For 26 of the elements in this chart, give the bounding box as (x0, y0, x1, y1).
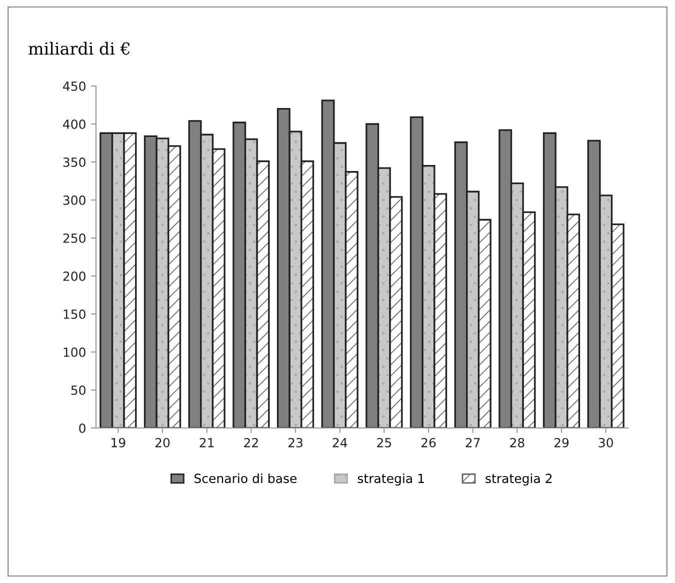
y-tick-label: 250 (63, 233, 86, 243)
x-tick-label: 23 (288, 438, 302, 448)
y-tick-label: 50 (71, 385, 86, 395)
y-tick-label: 200 (63, 271, 86, 281)
x-tick-label: 26 (421, 438, 436, 448)
y-tick-label: 350 (63, 157, 86, 167)
x-tick-label: 28 (510, 438, 524, 448)
y-tick-label: 300 (63, 195, 86, 205)
x-tick-label: 29 (554, 438, 569, 448)
y-axis-title: miliardi di € (28, 42, 130, 55)
y-tick-label: 0 (79, 423, 86, 433)
x-tick-label: 27 (466, 438, 480, 448)
x-tick-label: 19 (112, 438, 126, 448)
y-tick-label: 450 (63, 81, 86, 91)
x-tick-label: 21 (200, 438, 214, 448)
legend-label: strategia 1 (358, 473, 424, 486)
legend-label: strategia 2 (486, 473, 552, 486)
x-tick-label: 30 (598, 438, 613, 448)
x-tick-label: 24 (332, 438, 348, 448)
legend-label: Scenario di base (194, 473, 297, 484)
x-tick-label: 20 (155, 438, 170, 448)
y-tick-label: 150 (64, 309, 86, 319)
x-tick-label: 25 (377, 438, 392, 448)
x-tick-label: 22 (244, 438, 258, 448)
y-tick-label: 400 (63, 119, 86, 129)
y-tick-label: 100 (64, 347, 86, 357)
